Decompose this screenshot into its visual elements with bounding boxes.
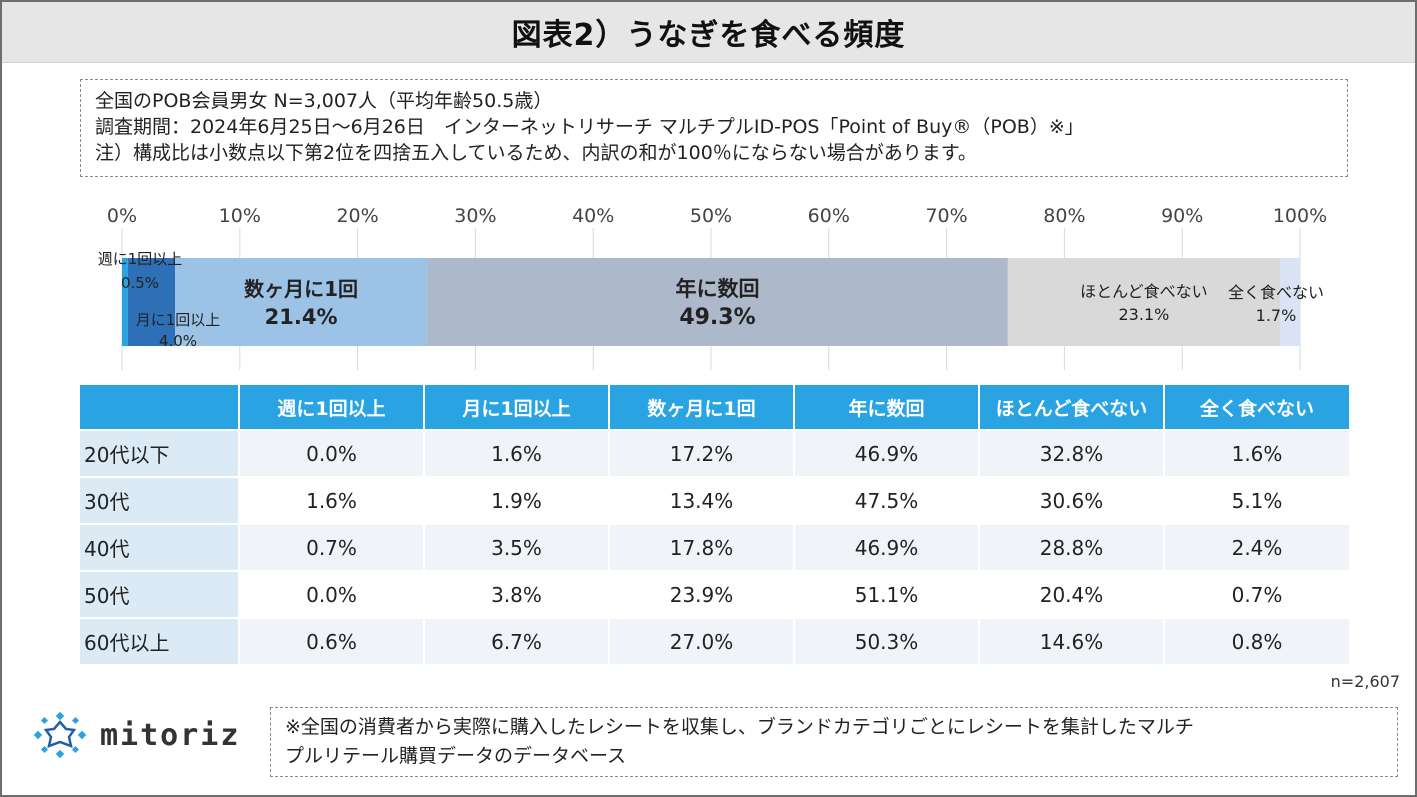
table-cell: 3.5% (425, 523, 610, 570)
tick-label: 50% (690, 205, 732, 227)
segment-value-label: 21.4% (265, 305, 338, 329)
table-header-weekly: 週に1回以上 (240, 385, 425, 429)
segment-value-label: 23.1% (1119, 305, 1170, 324)
table-cell: 6.7% (425, 617, 610, 664)
sample-size-label: n=2,607 (1330, 672, 1400, 691)
table-cell: 17.8% (610, 523, 795, 570)
row-label: 50代 (80, 570, 240, 617)
table-cell: 46.9% (795, 429, 980, 476)
table-row: 20代以下 0.0% 1.6% 17.2% 46.9% 32.8% 1.6% (80, 429, 1349, 476)
table-cell: 1.6% (425, 429, 610, 476)
row-label: 20代以下 (80, 429, 240, 476)
table-cell: 1.6% (1165, 429, 1349, 476)
tick-label: 90% (1161, 205, 1203, 227)
table-header-monthly: 月に1回以上 (425, 385, 610, 429)
segment-label: 数ヶ月に1回 (244, 277, 358, 301)
segment-label: 月に1回以上 (136, 311, 221, 329)
tick-label: 70% (925, 205, 967, 227)
table-cell: 30.6% (980, 476, 1165, 523)
logo-text: mitoriz (100, 717, 241, 753)
table-header-corner (80, 385, 240, 429)
footnote-line-2: プルリテール購買データのデータベース (285, 745, 627, 767)
tick-label: 40% (572, 205, 614, 227)
table-cell: 51.1% (795, 570, 980, 617)
table-cell: 5.1% (1165, 476, 1349, 523)
table-cell: 20.4% (980, 570, 1165, 617)
segment-value-label: 0.5% (121, 274, 159, 292)
bar-segment (175, 258, 428, 346)
table-cell: 0.7% (240, 523, 425, 570)
row-label: 60代以上 (80, 617, 240, 664)
segment-value-label: 4.0% (159, 332, 197, 350)
page-title: 図表2）うなぎを食べる頻度 (511, 18, 906, 53)
note-line-3: 注）構成比は小数点以下第2位を四捨五入しているため、内訳の和が100％にならない… (95, 142, 977, 164)
table-cell: 0.0% (240, 570, 425, 617)
table-cell: 0.6% (240, 617, 425, 664)
table-cell: 14.6% (980, 617, 1165, 664)
table-cell: 2.4% (1165, 523, 1349, 570)
table-cell: 27.0% (610, 617, 795, 664)
table-header-few-months: 数ヶ月に1回 (610, 385, 795, 429)
table-cell: 46.9% (795, 523, 980, 570)
table-cell: 1.9% (425, 476, 610, 523)
table-cell: 32.8% (980, 429, 1165, 476)
age-breakdown-table: 週に1回以上 月に1回以上 数ヶ月に1回 年に数回 ほとんど食べない 全く食べな… (80, 385, 1349, 664)
note-line-2: 調査期間：2024年6月25日～6月26日 インターネットリサーチ マルチプルI… (95, 116, 1084, 138)
table-row: 50代 0.0% 3.8% 23.9% 51.1% 20.4% 0.7% (80, 570, 1349, 617)
bar-segment (427, 258, 1008, 346)
table-cell: 1.6% (240, 476, 425, 523)
tick-label: 30% (454, 205, 496, 227)
footnote-box: ※全国の消費者から実際に購入したレシートを収集し、ブランドカテゴリごとにレシート… (270, 707, 1398, 777)
table-cell: 0.8% (1165, 617, 1349, 664)
table-cell: 0.7% (1165, 570, 1349, 617)
tick-label: 10% (219, 205, 261, 227)
tick-label: 20% (336, 205, 378, 227)
tick-label: 60% (808, 205, 850, 227)
table-cell: 17.2% (610, 429, 795, 476)
segment-value-label: 1.7% (1256, 306, 1297, 325)
note-line-1: 全国のPOB会員男女 N=3,007人（平均年齢50.5歳） (95, 90, 553, 112)
table-header-never: 全く食べない (1165, 385, 1349, 429)
sparkle-logo-icon (33, 711, 87, 759)
segment-label: ほとんど食べない (1080, 282, 1208, 301)
title-bar: 図表2）うなぎを食べる頻度 (2, 2, 1415, 63)
segment-label: 年に数回 (675, 277, 759, 301)
table-header-few-times-year: 年に数回 (795, 385, 980, 429)
tick-label: 0% (107, 205, 137, 227)
segment-value-label: 49.3% (679, 305, 755, 330)
table-cell: 23.9% (610, 570, 795, 617)
bar-segment (1279, 258, 1300, 346)
bar-segment (127, 258, 176, 346)
table-header-rarely: ほとんど食べない (980, 385, 1165, 429)
table-cell: 28.8% (980, 523, 1165, 570)
mitoriz-logo: mitoriz (30, 710, 240, 760)
segment-label: 全く食べない (1228, 283, 1324, 302)
table-cell: 50.3% (795, 617, 980, 664)
row-label: 40代 (80, 523, 240, 570)
footnote-line-1: ※全国の消費者から実際に購入したレシートを収集し、ブランドカテゴリごとにレシート… (285, 716, 1194, 738)
table-cell: 3.8% (425, 570, 610, 617)
stacked-bar-chart: 0% 10% 20% 30% 40% 50% 60% 70% 80% 90% 100% 週に1回以上 0… (98, 205, 1327, 370)
table-row: 30代 1.6% 1.9% 13.4% 47.5% 30.6% 5.1% (80, 476, 1349, 523)
table-row: 60代以上 0.6% 6.7% 27.0% 50.3% 14.6% 0.8% (80, 617, 1349, 664)
segment-label: 週に1回以上 (98, 250, 183, 268)
survey-notes: 全国のPOB会員男女 N=3,007人（平均年齢50.5歳） 調査期間：2024… (80, 79, 1348, 177)
bar-segment (1007, 258, 1280, 346)
table-cell: 13.4% (610, 476, 795, 523)
tick-label: 80% (1043, 205, 1085, 227)
bar-segment (122, 258, 128, 346)
row-label: 30代 (80, 476, 240, 523)
table-cell: 47.5% (795, 476, 980, 523)
table-row: 40代 0.7% 3.5% 17.8% 46.9% 28.8% 2.4% (80, 523, 1349, 570)
table-header-row: 週に1回以上 月に1回以上 数ヶ月に1回 年に数回 ほとんど食べない 全く食べな… (80, 385, 1349, 429)
table-cell: 0.0% (240, 429, 425, 476)
tick-label: 100% (1273, 205, 1327, 227)
